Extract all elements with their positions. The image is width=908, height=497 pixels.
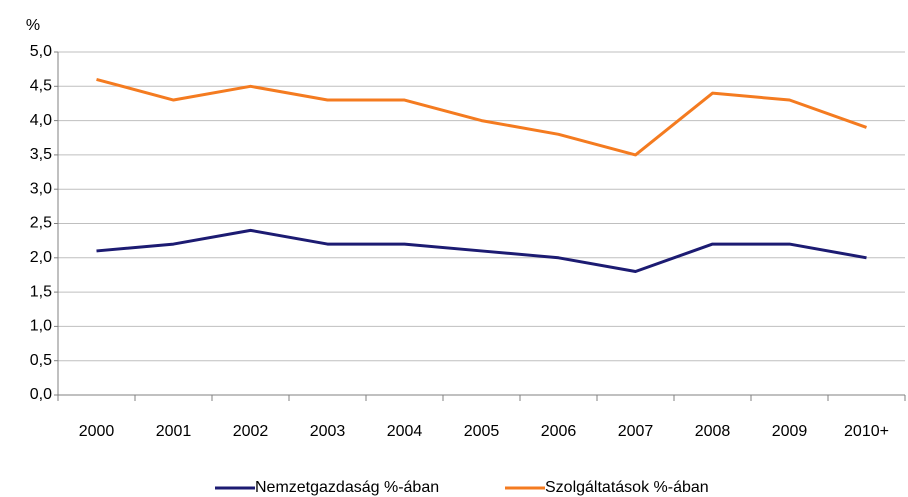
- y-tick-label: 1,5: [30, 283, 52, 300]
- y-tick-label: 2,5: [30, 215, 52, 232]
- y-unit-label: %: [26, 17, 40, 34]
- x-tick-label: 2007: [618, 423, 654, 440]
- x-tick-label: 2008: [695, 423, 731, 440]
- x-tick-label: 2009: [772, 423, 808, 440]
- x-tick-label: 2004: [387, 423, 423, 440]
- x-tick-label: 2010+: [844, 423, 889, 440]
- y-tick-label: 0,5: [30, 352, 52, 369]
- legend-label: Nemzetgazdaság %-ában: [255, 479, 439, 496]
- x-tick-label: 2003: [310, 423, 346, 440]
- y-tick-label: 4,0: [30, 112, 52, 129]
- x-tick-label: 2000: [79, 423, 115, 440]
- x-tick-label: 2005: [464, 423, 500, 440]
- y-tick-label: 1,0: [30, 318, 52, 335]
- y-tick-label: 3,0: [30, 180, 52, 197]
- x-tick-label: 2006: [541, 423, 577, 440]
- y-tick-label: 5,0: [30, 43, 52, 60]
- y-tick-label: 0,0: [30, 386, 52, 403]
- y-tick-label: 2,0: [30, 249, 52, 266]
- y-tick-label: 3,5: [30, 146, 52, 163]
- x-tick-label: 2001: [156, 423, 192, 440]
- series-line: [96, 77, 868, 157]
- y-tick-label: 4,5: [30, 78, 52, 95]
- legend-label: Szolgáltatások %-ában: [545, 479, 709, 496]
- series-line: [96, 228, 867, 274]
- x-tick-label: 2002: [233, 423, 269, 440]
